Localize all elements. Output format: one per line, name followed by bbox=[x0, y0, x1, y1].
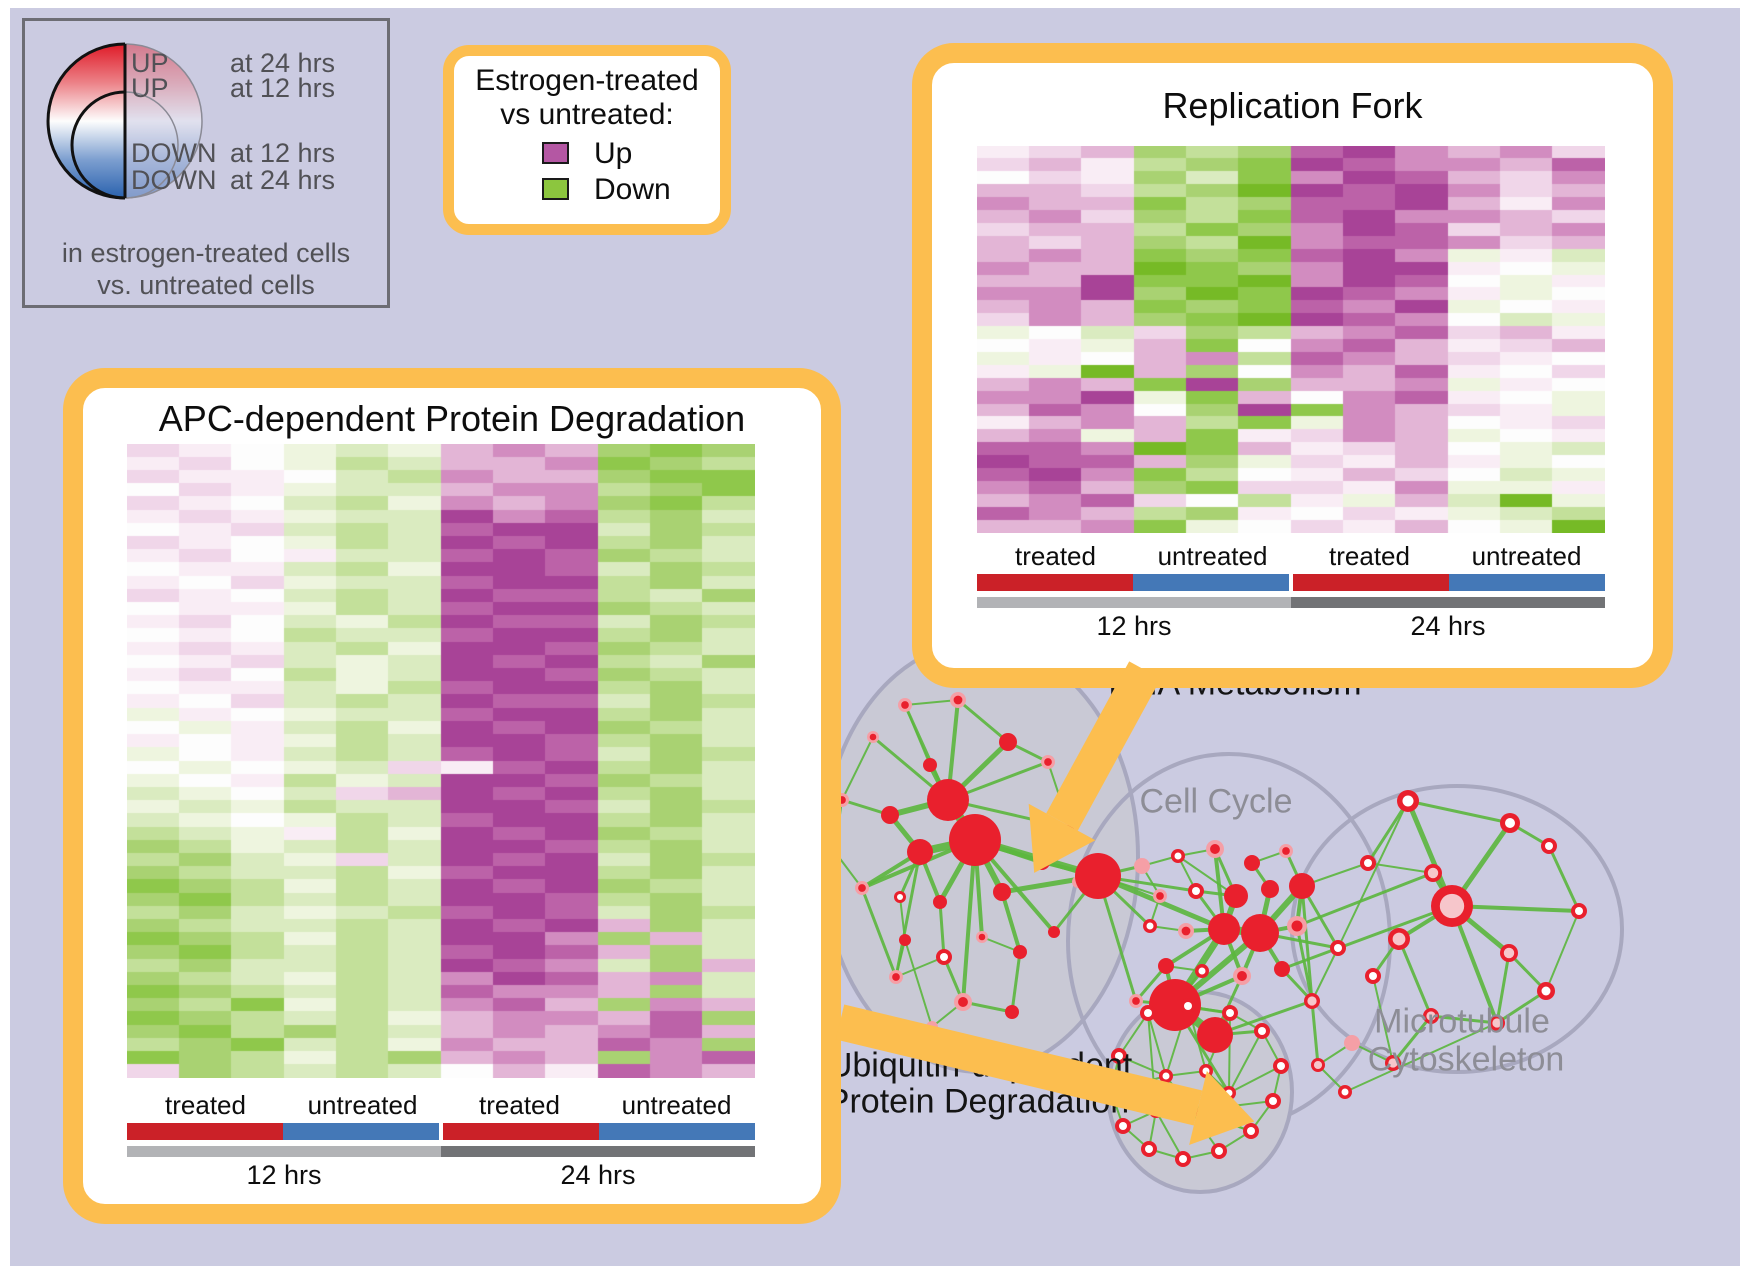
heatmap-footer: treated untreated treated untreated 12 hrs 24… bbox=[977, 541, 1605, 642]
updown-time-legend: UP at 24 hrs UP at 12 hrs DOWN at 12 hrs… bbox=[22, 18, 390, 308]
microtubule-label-line1: Microtubule bbox=[1374, 1002, 1550, 1041]
untreated-condition-label: untreated bbox=[1471, 541, 1582, 571]
time-label: at 24 hrs bbox=[230, 48, 336, 78]
apc-degradation-heatmap bbox=[127, 444, 755, 1078]
12hrs-label: 12 hrs bbox=[246, 1160, 322, 1190]
legend-title-line1: Estrogen-treated bbox=[475, 64, 699, 97]
updown-circles-icon bbox=[46, 42, 203, 200]
direction-label: UP bbox=[131, 73, 169, 103]
untreated-condition-bar bbox=[1449, 574, 1605, 591]
time-label: at 12 hrs bbox=[230, 73, 336, 103]
treated-condition-label: treated bbox=[1015, 541, 1096, 571]
treated-condition-bar bbox=[1289, 574, 1449, 591]
untreated-condition-label: untreated bbox=[621, 1090, 732, 1120]
time-label: at 12 hrs bbox=[230, 138, 336, 168]
apc-degradation-panel: APC-dependent Protein Degradation treate… bbox=[63, 368, 841, 1224]
treated-condition-label: treated bbox=[165, 1090, 246, 1120]
time-label: at 24 hrs bbox=[230, 165, 336, 195]
12hrs-label: 12 hrs bbox=[1096, 611, 1172, 641]
untreated-condition-label: untreated bbox=[1157, 541, 1268, 571]
untreated-condition-bar bbox=[599, 1123, 755, 1140]
treated-condition-label: treated bbox=[1329, 541, 1410, 571]
24hrs-bar bbox=[441, 1146, 755, 1157]
treated-condition-bar bbox=[127, 1123, 283, 1140]
estrogen-color-legend: Estrogen-treated vs untreated: Up Down bbox=[443, 45, 731, 235]
replication-fork-panel: Replication Fork treated untreated treated… bbox=[912, 43, 1673, 688]
legend-caption-line2: vs. untreated cells bbox=[97, 270, 315, 300]
up-color-swatch bbox=[542, 142, 569, 164]
up-label: Up bbox=[594, 137, 633, 170]
treated-condition-bar bbox=[439, 1123, 599, 1140]
down-label: Down bbox=[594, 173, 671, 206]
ubiquitin-label-line1: Ubiquitin-dependent bbox=[827, 1046, 1133, 1085]
cell-cycle-label: Cell Cycle bbox=[1139, 782, 1293, 821]
replication-fork-title: Replication Fork bbox=[1162, 85, 1423, 126]
untreated-condition-label: untreated bbox=[307, 1090, 418, 1120]
legend-caption-line1: in estrogen-treated cells bbox=[61, 238, 351, 268]
12hrs-bar bbox=[127, 1146, 441, 1157]
ubiquitin-label-line2: Protein Degradation bbox=[826, 1082, 1130, 1121]
untreated-condition-bar bbox=[1133, 574, 1289, 591]
untreated-condition-bar bbox=[283, 1123, 439, 1140]
24hrs-label: 24 hrs bbox=[1410, 611, 1486, 641]
microtubule-label-line2: Cytoskeleton bbox=[1367, 1040, 1565, 1079]
apc-degradation-title: APC-dependent Protein Degradation bbox=[158, 398, 746, 439]
direction-label: DOWN bbox=[131, 165, 217, 195]
treated-condition-bar bbox=[977, 574, 1133, 591]
legend-title-line2: vs untreated: bbox=[500, 98, 674, 131]
replication-fork-heatmap bbox=[977, 146, 1605, 533]
down-color-swatch bbox=[542, 178, 569, 200]
heatmap-footer: treated untreated treated untreated 12 hrs 24… bbox=[127, 1090, 755, 1191]
24hrs-label: 24 hrs bbox=[560, 1160, 636, 1190]
direction-label: DOWN bbox=[131, 138, 217, 168]
treated-condition-label: treated bbox=[479, 1090, 560, 1120]
direction-label: UP bbox=[131, 48, 169, 78]
12hrs-bar bbox=[977, 597, 1291, 608]
24hrs-bar bbox=[1291, 597, 1605, 608]
